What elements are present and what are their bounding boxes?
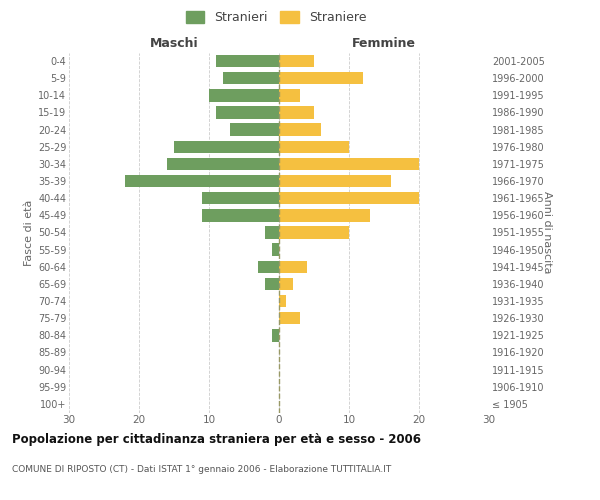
Bar <box>209 89 279 102</box>
Bar <box>216 106 279 118</box>
Y-axis label: Anni di nascita: Anni di nascita <box>542 191 551 274</box>
Bar <box>279 89 300 102</box>
Bar <box>279 278 293 290</box>
Bar <box>279 55 314 67</box>
Bar <box>279 209 370 222</box>
Bar <box>265 278 279 290</box>
Text: Popolazione per cittadinanza straniera per età e sesso - 2006: Popolazione per cittadinanza straniera p… <box>12 432 421 446</box>
Bar <box>167 158 279 170</box>
Text: Femmine: Femmine <box>352 37 416 50</box>
Bar <box>223 72 279 85</box>
Y-axis label: Fasce di età: Fasce di età <box>23 200 34 266</box>
Bar <box>279 106 314 118</box>
Bar <box>272 329 279 342</box>
Bar <box>279 312 300 324</box>
Bar <box>279 226 349 238</box>
Bar <box>279 260 307 273</box>
Bar <box>279 295 286 307</box>
Bar <box>279 158 419 170</box>
Bar <box>279 175 391 187</box>
Bar <box>279 192 419 204</box>
Bar <box>279 124 321 136</box>
Bar <box>258 260 279 273</box>
Bar <box>272 244 279 256</box>
Bar <box>202 192 279 204</box>
Bar <box>216 55 279 67</box>
Bar <box>279 140 349 153</box>
Bar <box>265 226 279 238</box>
Text: Maschi: Maschi <box>149 37 199 50</box>
Bar <box>174 140 279 153</box>
Bar <box>279 72 363 85</box>
Text: COMUNE DI RIPOSTO (CT) - Dati ISTAT 1° gennaio 2006 - Elaborazione TUTTITALIA.IT: COMUNE DI RIPOSTO (CT) - Dati ISTAT 1° g… <box>12 466 391 474</box>
Legend: Stranieri, Straniere: Stranieri, Straniere <box>183 8 369 26</box>
Bar <box>230 124 279 136</box>
Bar <box>125 175 279 187</box>
Bar <box>202 209 279 222</box>
